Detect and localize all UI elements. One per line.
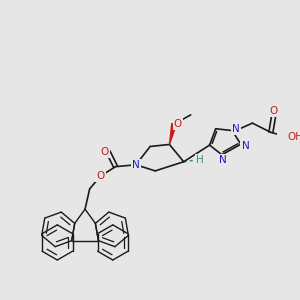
Text: O: O <box>97 171 105 181</box>
Text: N: N <box>232 124 240 134</box>
Polygon shape <box>169 124 176 145</box>
Text: OH: OH <box>288 132 300 142</box>
Text: O: O <box>269 106 278 116</box>
Text: O: O <box>174 119 182 129</box>
Text: O: O <box>100 147 109 157</box>
Text: N: N <box>132 160 140 170</box>
Text: N: N <box>242 141 249 151</box>
Text: H: H <box>196 155 204 165</box>
Text: N: N <box>219 155 227 165</box>
